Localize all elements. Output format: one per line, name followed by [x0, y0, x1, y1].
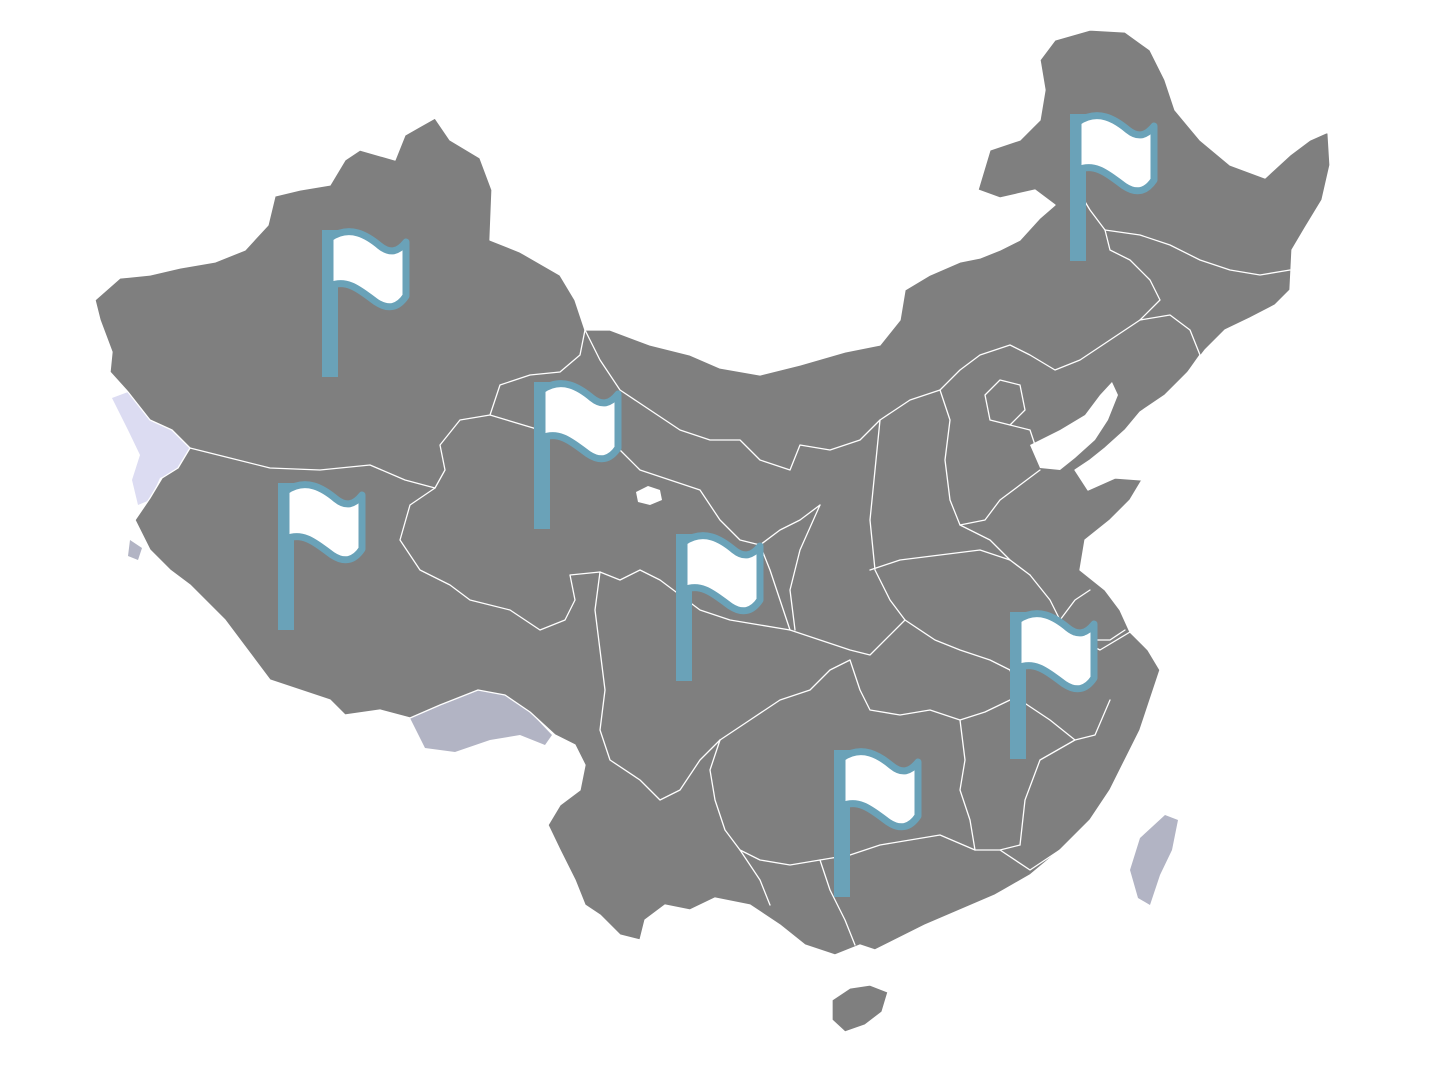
disputed-area-west — [112, 392, 190, 505]
lake-hulun — [1010, 198, 1032, 212]
flag-cloth — [1014, 610, 1098, 693]
disputed-area-south — [410, 690, 552, 752]
flag-icon — [322, 228, 410, 377]
flag-icon — [534, 380, 622, 529]
flag-cloth — [680, 532, 764, 615]
flag-icon — [834, 748, 922, 897]
bohai-bay — [1030, 382, 1118, 470]
flag-cloth — [538, 380, 622, 463]
flag-markers — [278, 112, 1158, 897]
flag-cloth — [326, 228, 410, 311]
flag-cloth — [838, 748, 922, 831]
flag-icon — [676, 532, 764, 681]
hainan-island — [831, 984, 889, 1033]
flag-cloth — [282, 481, 366, 564]
flag-icon — [278, 481, 366, 630]
lake-qinghai — [636, 486, 662, 505]
taiwan-island — [1130, 815, 1178, 905]
disputed-area-west-edge — [128, 540, 142, 560]
flag-icon — [1070, 112, 1158, 261]
flag-icon — [1010, 610, 1098, 759]
flag-cloth — [1074, 112, 1158, 195]
